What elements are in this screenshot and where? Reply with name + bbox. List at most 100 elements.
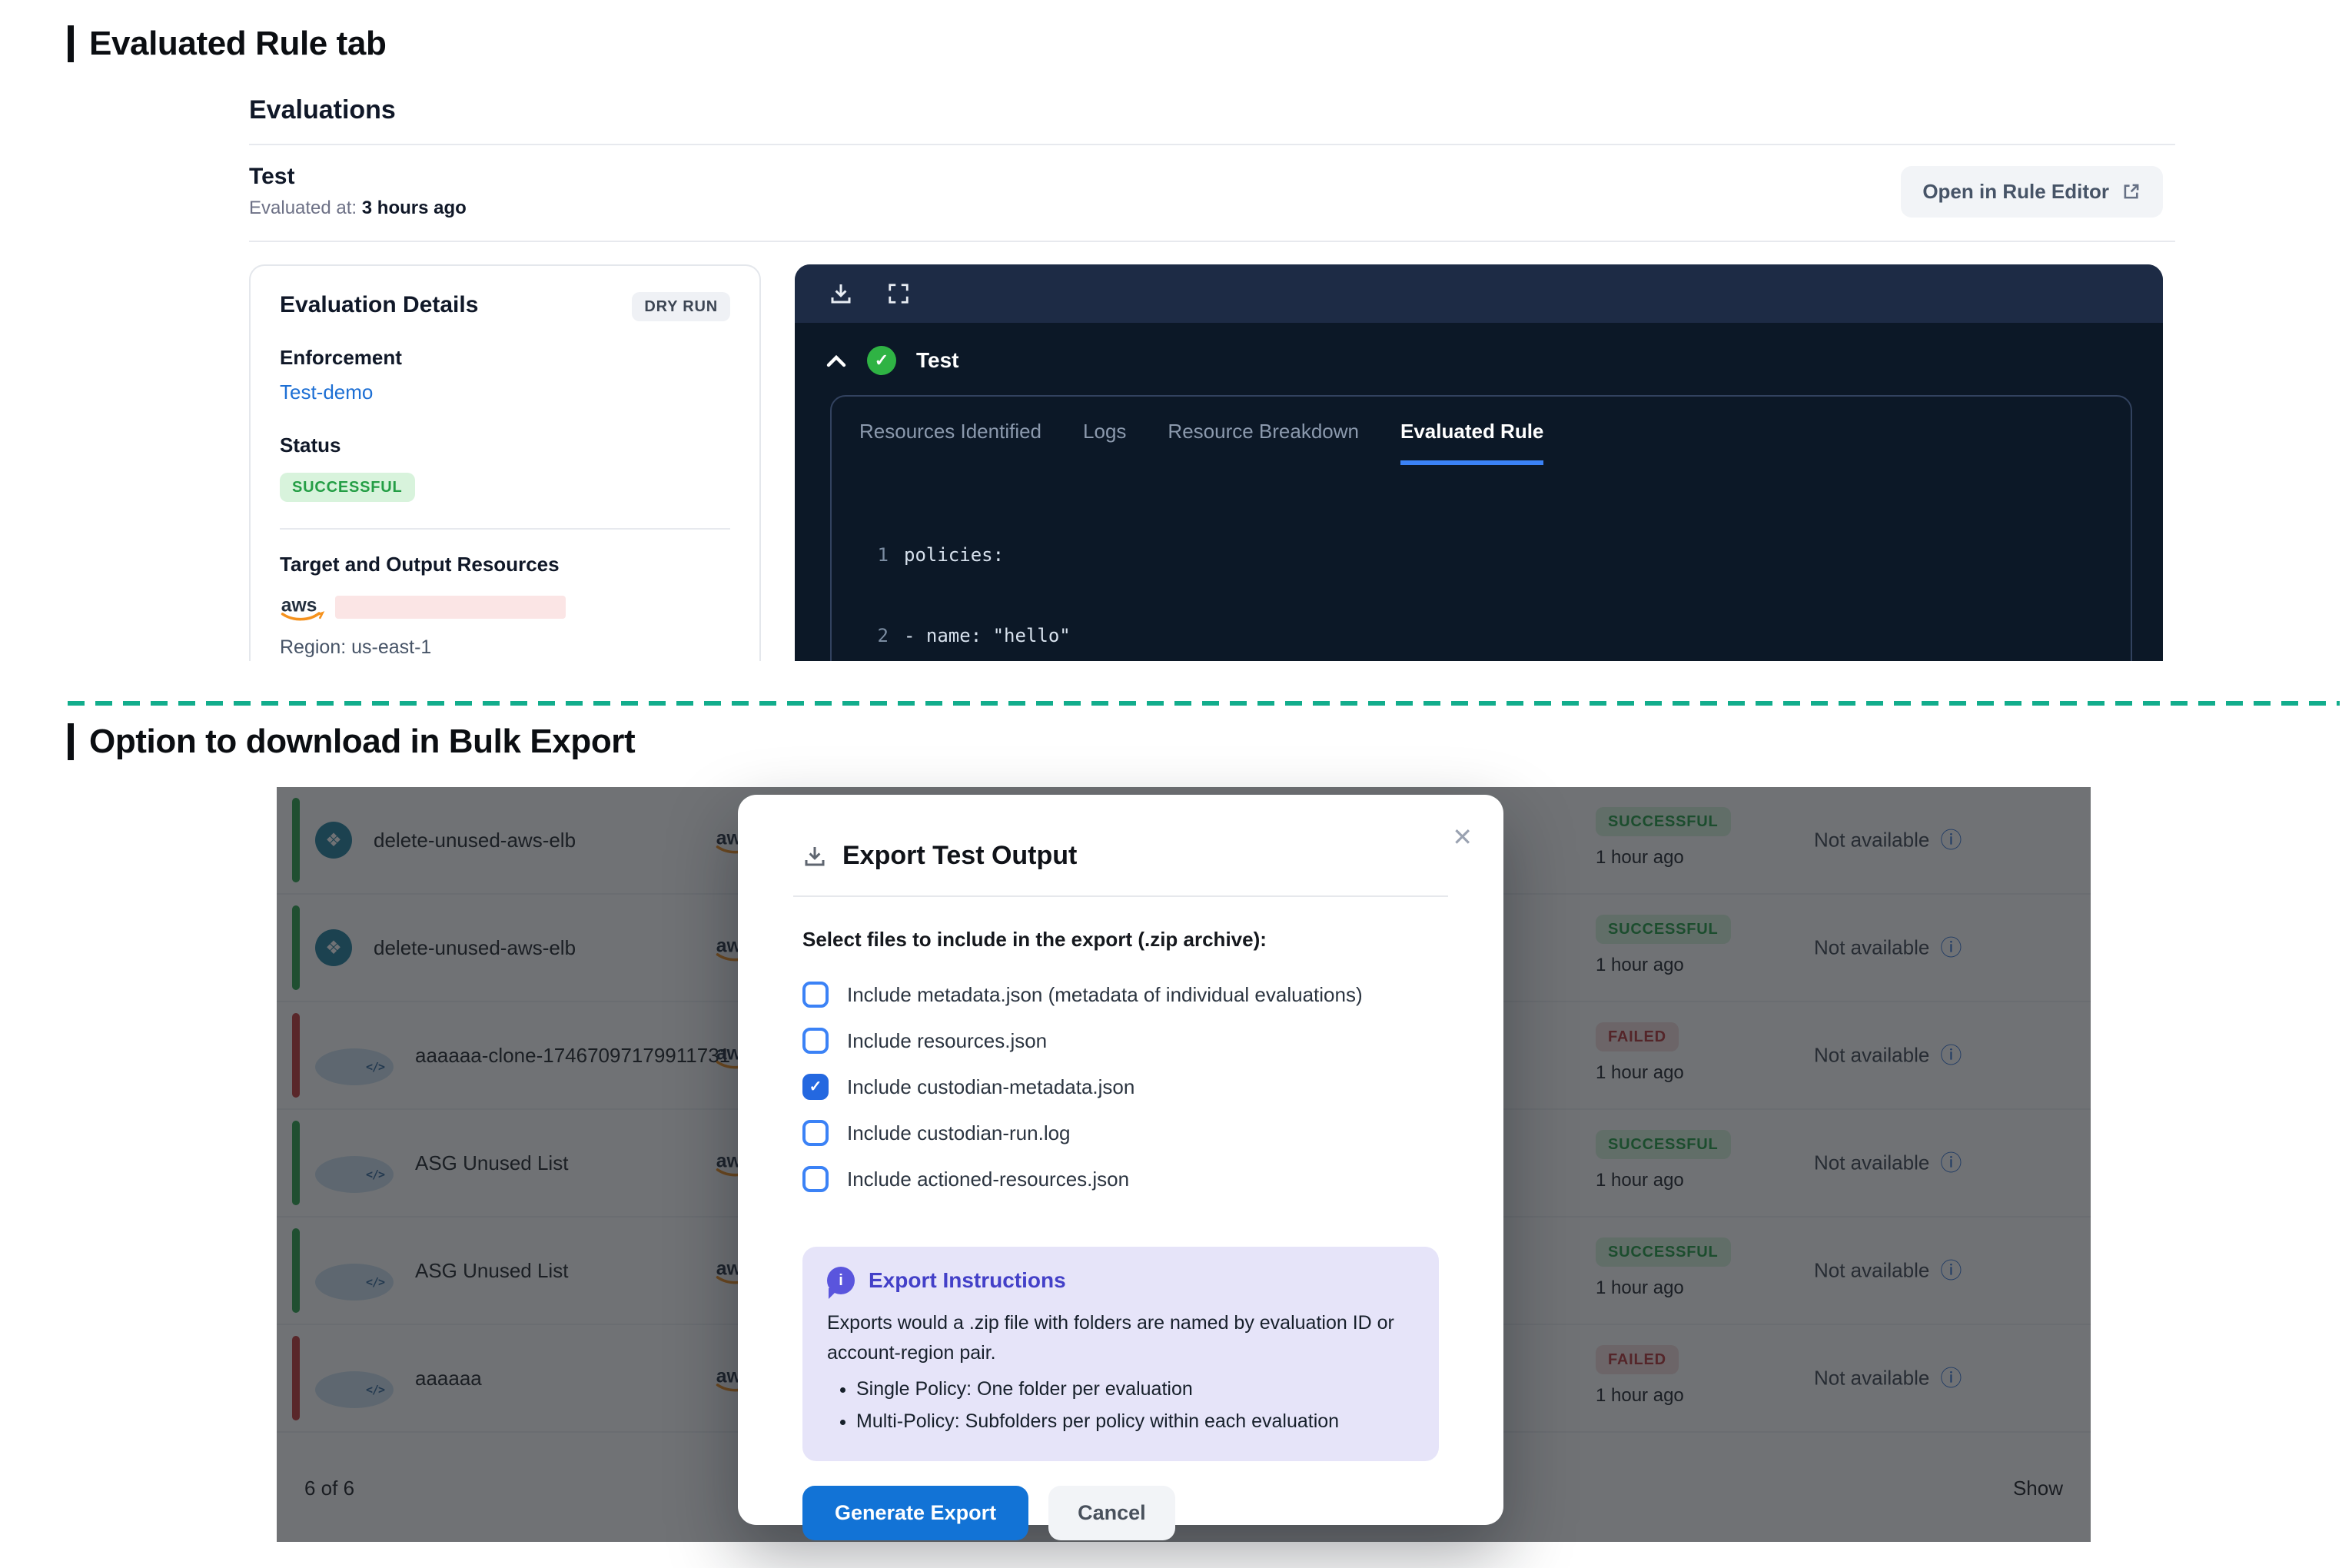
checkbox-label[interactable]: Include resources.json xyxy=(847,1028,1048,1052)
viewer-group-title: Test xyxy=(916,348,959,372)
instructions-bullets: Single Policy: One folder per evaluation… xyxy=(827,1373,1414,1438)
availability-cell: Not available ⓘ xyxy=(1814,1259,1962,1283)
section-title-evaluated-rule: Evaluated Rule tab xyxy=(68,25,387,63)
policy-name: ASG Unused List xyxy=(415,1258,569,1282)
checkbox-label[interactable]: Include actioned-resources.json xyxy=(847,1167,1130,1191)
run-time: 1 hour ago xyxy=(1596,1385,1684,1406)
download-icon[interactable] xyxy=(829,281,853,306)
policy-name: delete-unused-aws-elb xyxy=(374,935,576,959)
info-icon[interactable]: ⓘ xyxy=(1940,1151,1962,1174)
policy-name: delete-unused-aws-elb xyxy=(374,828,576,852)
table-footer: 6 of 6 Show xyxy=(277,1434,2091,1542)
section-title-text: Evaluated Rule tab xyxy=(89,25,387,62)
checkbox-row-resources-json[interactable]: ✓ Include resources.json xyxy=(802,1018,1439,1064)
collapse-chevron-icon[interactable] xyxy=(826,353,847,368)
tab-evaluated-rule[interactable]: Evaluated Rule xyxy=(1400,420,1544,465)
close-icon[interactable]: ✕ xyxy=(1452,823,1473,851)
status-badge: SUCCESSFUL xyxy=(280,473,415,502)
generate-export-button[interactable]: Generate Export xyxy=(802,1485,1029,1540)
viewer-tabs: Resources Identified Logs Resource Break… xyxy=(832,397,2131,465)
enforcement-link[interactable]: Test-demo xyxy=(280,380,374,404)
export-test-output-modal: ✕ Export Test Output Select files to inc… xyxy=(738,795,1503,1540)
checkbox[interactable]: ✓ xyxy=(802,1166,829,1192)
status-cell: SUCCESSFUL 1 hour ago xyxy=(1596,1127,1731,1191)
policy-code-icon: </> xyxy=(315,1156,394,1193)
status-badge: SUCCESSFUL xyxy=(1596,915,1731,944)
status-accent-bar xyxy=(292,1228,300,1313)
run-time: 1 hour ago xyxy=(1596,1062,1684,1083)
checkbox-label[interactable]: Include metadata.json (metadata of indiv… xyxy=(847,982,1363,1006)
svg-text:aws: aws xyxy=(281,595,317,616)
enforcement-label: Enforcement xyxy=(280,346,402,369)
run-time: 1 hour ago xyxy=(1596,1170,1684,1191)
policy-stack-icon: ❖ xyxy=(315,929,352,966)
evaluation-name: Test xyxy=(249,164,295,189)
open-in-rule-editor-label: Open in Rule Editor xyxy=(1922,179,2109,203)
show-page-size-control[interactable]: Show xyxy=(2012,1476,2063,1500)
checkbox[interactable]: ✓ xyxy=(802,1074,829,1100)
checkbox-row-actioned-resources-json[interactable]: ✓ Include actioned-resources.json xyxy=(802,1156,1439,1202)
run-time: 1 hour ago xyxy=(1596,847,1684,868)
availability-cell: Not available ⓘ xyxy=(1814,936,1962,960)
policy-name: aaaaaa xyxy=(415,1366,482,1390)
run-time: 1 hour ago xyxy=(1596,1277,1684,1298)
checkbox-row-custodian-metadata-json[interactable]: ✓ Include custodian-metadata.json xyxy=(802,1064,1439,1110)
availability-cell: Not available ⓘ xyxy=(1814,1367,1962,1390)
info-icon[interactable]: ⓘ xyxy=(1940,1366,1962,1390)
availability-text: Not available xyxy=(1814,828,1930,852)
status-cell: SUCCESSFUL 1 hour ago xyxy=(1596,912,1731,976)
divider xyxy=(280,528,730,530)
availability-text: Not available xyxy=(1814,1366,1930,1390)
cancel-button[interactable]: Cancel xyxy=(1048,1485,1175,1540)
availability-text: Not available xyxy=(1814,935,1930,959)
checkbox[interactable]: ✓ xyxy=(802,1120,829,1146)
divider xyxy=(249,241,2175,242)
code-line: 2- name: "hello" xyxy=(877,625,1071,646)
success-check-icon: ✓ xyxy=(867,346,896,375)
modal-title: Export Test Output xyxy=(842,841,1078,870)
region-text: Region: us-east-1 xyxy=(280,636,432,658)
checkbox-label[interactable]: Include custodian-run.log xyxy=(847,1121,1071,1144)
info-icon[interactable]: ⓘ xyxy=(1940,828,1962,852)
checkbox-row-metadata-json[interactable]: ✓ Include metadata.json (metadata of ind… xyxy=(802,972,1439,1018)
status-badge: SUCCESSFUL xyxy=(1596,1237,1731,1267)
code-line: 1 policies: xyxy=(877,544,1005,566)
section-title-bulk-export: Option to download in Bulk Export xyxy=(68,723,636,761)
open-in-rule-editor-button[interactable]: Open in Rule Editor xyxy=(1901,165,2163,218)
status-badge: FAILED xyxy=(1596,1022,1679,1051)
info-icon[interactable]: ⓘ xyxy=(1940,935,1962,959)
card-title: Evaluation Details xyxy=(280,292,479,317)
divider xyxy=(249,144,2175,145)
instructions-body: Exports would a .zip file with folders a… xyxy=(827,1312,1394,1364)
evaluated-at-label: Evaluated at: xyxy=(249,198,357,218)
evaluated-rule-section: Evaluated Rule tab Evaluations Test Eval… xyxy=(0,0,2352,661)
status-badge: SUCCESSFUL xyxy=(1596,807,1731,836)
table-row[interactable]: </> ASG Unused List aws SUCCESSFUL 1 hour… xyxy=(277,1218,2091,1325)
info-icon[interactable]: ⓘ xyxy=(1940,1258,1962,1282)
instruction-bullet: Multi-Policy: Subfolders per policy with… xyxy=(856,1405,1414,1438)
status-accent-bar xyxy=(292,1121,300,1205)
status-cell: FAILED 1 hour ago xyxy=(1596,1019,1684,1084)
checkbox[interactable]: ✓ xyxy=(802,982,829,1008)
fullscreen-icon[interactable] xyxy=(887,282,910,305)
policy-name: ASG Unused List xyxy=(415,1151,569,1174)
divider xyxy=(793,895,1448,897)
checkbox-row-custodian-run-log[interactable]: ✓ Include custodian-run.log xyxy=(802,1110,1439,1156)
policy-name: aaaaaa-clone-17467097179911731 xyxy=(415,1043,731,1067)
availability-text: Not available xyxy=(1814,1151,1930,1174)
evaluation-viewer-panel: ✓ Test Resources Identified Logs Resourc… xyxy=(795,264,2163,661)
title-bar-decoration xyxy=(68,25,74,62)
policy-code-icon: </> xyxy=(315,1264,394,1301)
section-divider-dashed xyxy=(68,701,2340,706)
info-icon[interactable]: ⓘ xyxy=(1940,1043,1962,1067)
checkbox-label[interactable]: Include custodian-metadata.json xyxy=(847,1075,1135,1098)
tab-resource-breakdown[interactable]: Resource Breakdown xyxy=(1168,420,1359,443)
checkbox[interactable]: ✓ xyxy=(802,1028,829,1054)
status-cell: SUCCESSFUL 1 hour ago xyxy=(1596,1234,1731,1299)
tab-logs[interactable]: Logs xyxy=(1083,420,1127,443)
evaluated-at-value: 3 hours ago xyxy=(361,198,467,218)
evaluation-details-card: Evaluation Details DRY RUN Enforcement T… xyxy=(249,264,761,661)
tab-resources-identified[interactable]: Resources Identified xyxy=(859,420,1042,443)
